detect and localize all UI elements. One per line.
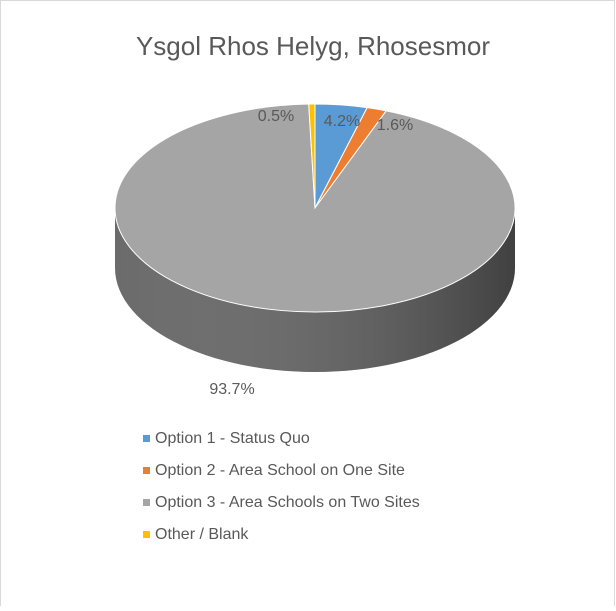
legend-label: Option 1 - Status Quo xyxy=(155,430,310,447)
side-shade xyxy=(115,208,515,372)
slice xyxy=(308,103,316,209)
legend-swatch xyxy=(143,499,150,506)
slice xyxy=(114,103,516,313)
legend-label: Option 3 - Area Schools on Two Sites xyxy=(155,494,420,511)
data-label: 4.2% xyxy=(324,113,360,130)
chart-title: Ysgol Rhos Helyg, Rhosesmor xyxy=(136,31,490,61)
legend-label: Other / Blank xyxy=(155,526,249,543)
legend-swatch xyxy=(143,531,150,538)
legend-swatch xyxy=(143,467,150,474)
data-label: 0.5% xyxy=(258,108,294,125)
data-label: 1.6% xyxy=(377,117,413,134)
legend-label: Option 2 - Area School on One Site xyxy=(155,462,405,479)
legend-swatch xyxy=(143,435,150,442)
data-label: 93.7% xyxy=(209,381,254,398)
